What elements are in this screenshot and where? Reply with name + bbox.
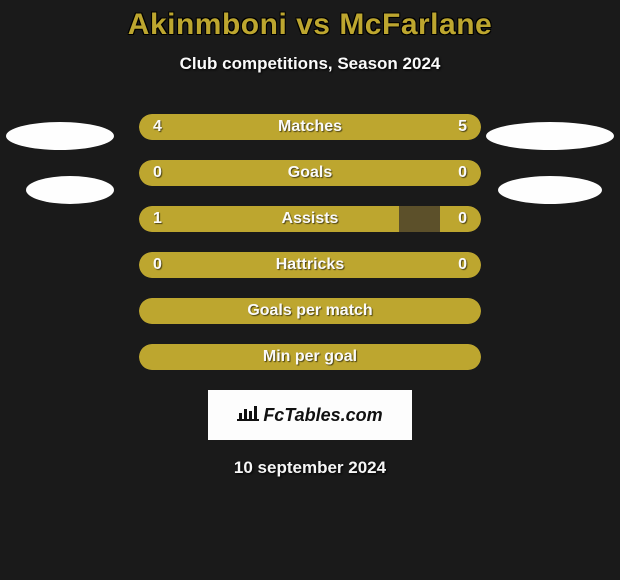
date-text: 10 september 2024 xyxy=(0,458,620,478)
decorative-ellipse xyxy=(498,176,602,204)
decorative-ellipse xyxy=(6,122,114,150)
stat-row: 10Assists xyxy=(139,206,481,232)
stat-label: Hattricks xyxy=(139,256,481,274)
stat-row: 45Matches xyxy=(139,114,481,140)
page-subtitle: Club competitions, Season 2024 xyxy=(0,54,620,74)
stat-label: Min per goal xyxy=(139,348,481,366)
page-title: Akinmboni vs McFarlane xyxy=(0,8,620,42)
stat-row: Min per goal xyxy=(139,344,481,370)
stat-label: Matches xyxy=(139,118,481,136)
chart-icon xyxy=(237,404,259,427)
stat-row: 00Goals xyxy=(139,160,481,186)
infographic-container: Akinmboni vs McFarlane Club competitions… xyxy=(0,0,620,580)
stat-row: Goals per match xyxy=(139,298,481,324)
stat-row: 00Hattricks xyxy=(139,252,481,278)
decorative-ellipse xyxy=(486,122,614,150)
logo-text: FcTables.com xyxy=(263,405,382,426)
logo: FcTables.com xyxy=(237,404,382,427)
stat-label: Goals per match xyxy=(139,302,481,320)
stat-rows: 45Matches 00Goals 10Assists 00Hattricks Goal… xyxy=(139,114,481,370)
stat-label: Assists xyxy=(139,210,481,228)
decorative-ellipse xyxy=(26,176,114,204)
stat-label: Goals xyxy=(139,164,481,182)
logo-box: FcTables.com xyxy=(208,390,412,440)
